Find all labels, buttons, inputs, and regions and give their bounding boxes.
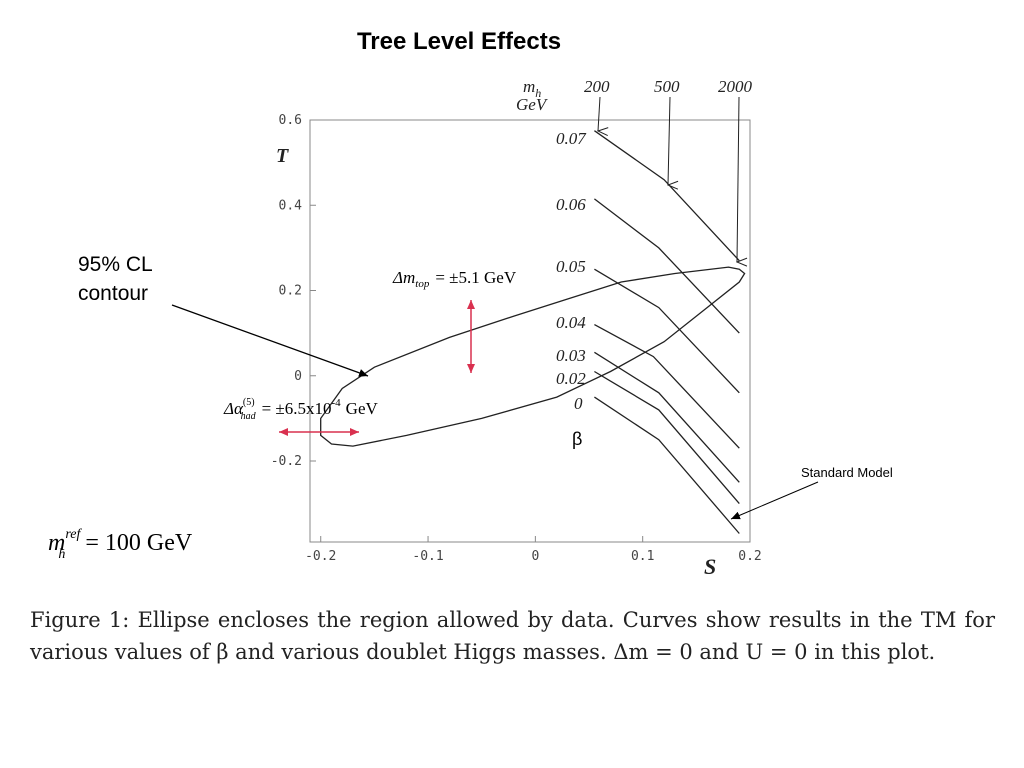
beta-curve-0.05 — [594, 268, 740, 394]
x-tick-label: 0.1 — [631, 549, 654, 564]
contour-label-line1: 95% CL — [78, 253, 153, 276]
mh-arrow-2000 — [737, 96, 739, 262]
beta-curves — [594, 130, 740, 534]
beta-symbol: β — [572, 429, 582, 449]
dalpha-sub: had — [241, 411, 257, 422]
mh-label-2000: 2000 — [718, 77, 753, 96]
mh-header-sub: h — [535, 86, 541, 100]
beta-label-0.03: 0.03 — [556, 346, 586, 365]
contour-label-line2: contour — [78, 282, 148, 305]
dalpha-label: Δα(5) had = ±6.5x10-4 GeV — [223, 397, 378, 422]
beta-curve-0.07 — [594, 130, 740, 262]
mh-arrow-200 — [598, 96, 600, 131]
x-tick-label: 0.2 — [738, 549, 761, 564]
x-tick-label: -0.1 — [412, 549, 443, 564]
mh-label-200: 200 — [584, 77, 610, 96]
y-tick-label: 0.2 — [279, 284, 302, 299]
y-tick-label: 0.6 — [279, 113, 302, 128]
dm-top-label: Δmtop = ±5.1 GeV — [392, 268, 517, 290]
mh-header-unit: GeV — [516, 95, 549, 114]
dalpha-exp: -4 — [332, 397, 342, 409]
beta-label-0.02: 0.02 — [556, 369, 586, 388]
beta-curve-0.06 — [594, 198, 740, 334]
beta-label-0.07: 0.07 — [556, 129, 587, 148]
beta-curve-0.04 — [594, 324, 740, 449]
mh-header: mh — [523, 77, 541, 100]
mh-header-m: m — [523, 77, 535, 96]
dm-top-value: = ±5.1 GeV — [435, 268, 516, 287]
beta-label-0.06: 0.06 — [556, 195, 586, 214]
standard-model-arrow — [730, 481, 819, 520]
x-tick-label: 0 — [531, 549, 539, 564]
mh-ref-m: m — [48, 530, 65, 556]
mh-label-500: 500 — [654, 77, 680, 96]
dalpha-unit: GeV — [346, 399, 379, 418]
mh-ref-sup: ref — [65, 527, 82, 542]
mh-arrow-500 — [668, 96, 670, 185]
mh-ref-label: mref h = 100 GeV — [48, 527, 193, 562]
beta-curve-0.03 — [594, 351, 740, 483]
figure-caption: Figure 1: Ellipse encloses the region al… — [30, 608, 995, 664]
axis-ticks: -0.2 -0.1 0 0.1 0.2 -0.2 0 0.2 0.4 0.6 — [271, 113, 762, 564]
beta-label-0.05: 0.05 — [556, 257, 586, 276]
mh-ref-sub: h — [58, 547, 65, 562]
mh-ref-value: = 100 GeV — [85, 530, 193, 556]
beta-label-0.04: 0.04 — [556, 313, 586, 332]
slide-title: Tree Level Effects — [356, 28, 562, 55]
y-tick-label: 0.4 — [279, 198, 303, 213]
dalpha-sup: (5) — [243, 397, 255, 408]
y-axis-title: T — [276, 145, 289, 167]
contour-pointer-arrow — [171, 304, 369, 377]
y-tick-label: -0.2 — [271, 454, 302, 469]
x-tick-label: -0.2 — [305, 549, 336, 564]
standard-model-label: Standard Model — [801, 465, 893, 480]
dm-top-symbol: Δm — [392, 268, 415, 287]
dalpha-symbol: Δα — [223, 399, 244, 418]
beta-curve-0.02 — [594, 370, 740, 505]
dm-top-sub: top — [415, 278, 430, 290]
beta-curve-0 — [594, 396, 740, 534]
chart: -0.2 -0.1 0 0.1 0.2-0.200.20.40.6 T S mh GeV… — [48, 77, 893, 579]
y-tick-label: 0 — [294, 369, 302, 384]
beta-label-0: 0 — [574, 394, 583, 413]
dalpha-value: = ±6.5x10 — [262, 399, 332, 418]
cl-ellipse — [320, 266, 746, 447]
plot-frame — [309, 119, 751, 543]
x-axis-title: S — [704, 554, 716, 579]
